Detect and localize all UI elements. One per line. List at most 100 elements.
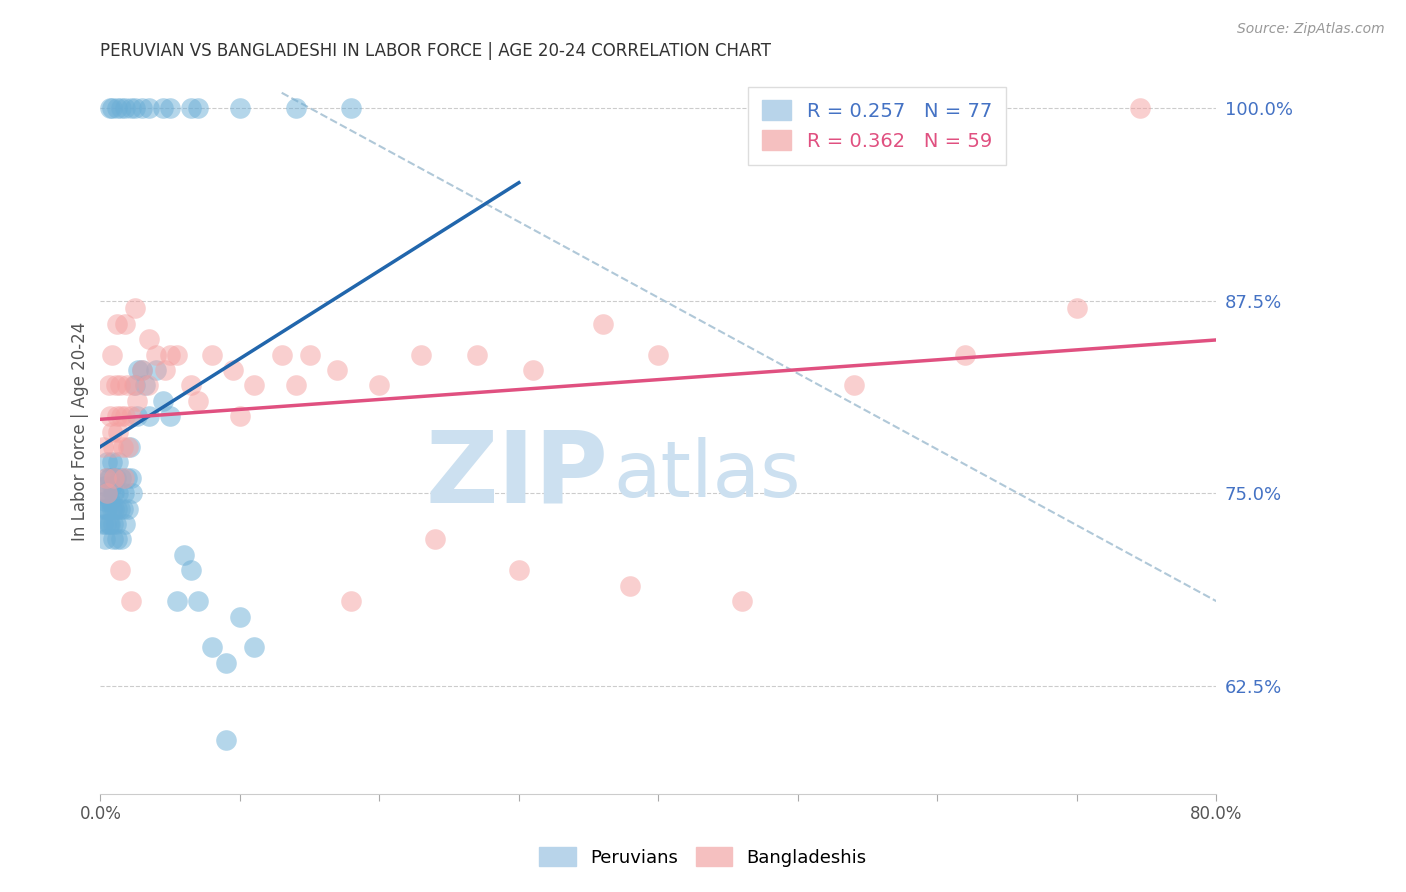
Point bbox=[187, 594, 209, 608]
Point bbox=[94, 471, 117, 485]
Point bbox=[159, 101, 181, 115]
Text: ZIP: ZIP bbox=[425, 426, 607, 524]
Point bbox=[1066, 301, 1088, 316]
Point bbox=[619, 579, 641, 593]
Point bbox=[118, 440, 141, 454]
Point bbox=[104, 517, 127, 532]
Point bbox=[284, 101, 307, 115]
Point bbox=[114, 101, 136, 115]
Point bbox=[120, 409, 142, 424]
Point bbox=[423, 533, 446, 547]
Point bbox=[103, 486, 125, 500]
Point bbox=[125, 409, 148, 424]
Point bbox=[138, 332, 160, 346]
Point bbox=[98, 101, 121, 115]
Point bbox=[136, 378, 159, 392]
Point bbox=[101, 533, 124, 547]
Point bbox=[368, 378, 391, 392]
Point bbox=[592, 317, 614, 331]
Point bbox=[124, 378, 146, 392]
Point bbox=[94, 517, 117, 532]
Point bbox=[215, 656, 238, 670]
Point bbox=[145, 363, 167, 377]
Point bbox=[107, 455, 129, 469]
Point bbox=[112, 486, 135, 500]
Point bbox=[105, 101, 128, 115]
Point bbox=[125, 393, 148, 408]
Point bbox=[411, 348, 433, 362]
Point bbox=[110, 533, 132, 547]
Point bbox=[115, 378, 138, 392]
Point bbox=[187, 393, 209, 408]
Point bbox=[115, 471, 138, 485]
Point bbox=[731, 594, 754, 608]
Point bbox=[97, 471, 120, 485]
Point bbox=[180, 378, 202, 392]
Point bbox=[153, 363, 176, 377]
Point bbox=[93, 494, 115, 508]
Point bbox=[953, 348, 976, 362]
Point bbox=[647, 348, 669, 362]
Point bbox=[108, 563, 131, 577]
Point bbox=[222, 363, 245, 377]
Point bbox=[105, 501, 128, 516]
Point bbox=[122, 378, 145, 392]
Point bbox=[98, 471, 121, 485]
Point bbox=[124, 101, 146, 115]
Point bbox=[110, 409, 132, 424]
Point bbox=[270, 348, 292, 362]
Point bbox=[138, 101, 160, 115]
Point bbox=[100, 425, 122, 439]
Point bbox=[97, 517, 120, 532]
Point bbox=[96, 455, 118, 469]
Point bbox=[1128, 101, 1150, 115]
Point bbox=[114, 517, 136, 532]
Point bbox=[91, 486, 114, 500]
Point bbox=[229, 409, 252, 424]
Point bbox=[91, 440, 114, 454]
Text: PERUVIAN VS BANGLADESHI IN LABOR FORCE | AGE 20-24 CORRELATION CHART: PERUVIAN VS BANGLADESHI IN LABOR FORCE |… bbox=[100, 42, 772, 60]
Point bbox=[104, 471, 127, 485]
Point bbox=[96, 486, 118, 500]
Point bbox=[105, 533, 128, 547]
Point bbox=[180, 101, 202, 115]
Point bbox=[159, 348, 181, 362]
Point bbox=[131, 363, 153, 377]
Point bbox=[101, 440, 124, 454]
Point bbox=[103, 471, 125, 485]
Point bbox=[111, 440, 134, 454]
Point bbox=[117, 440, 139, 454]
Point bbox=[103, 501, 125, 516]
Point bbox=[112, 471, 135, 485]
Point bbox=[100, 501, 122, 516]
Point bbox=[215, 732, 238, 747]
Point bbox=[152, 393, 174, 408]
Point bbox=[522, 363, 544, 377]
Point bbox=[173, 548, 195, 562]
Point bbox=[111, 501, 134, 516]
Point bbox=[96, 501, 118, 516]
Point bbox=[108, 501, 131, 516]
Point bbox=[104, 378, 127, 392]
Point bbox=[229, 101, 252, 115]
Point bbox=[107, 486, 129, 500]
Point bbox=[127, 363, 149, 377]
Point bbox=[120, 101, 142, 115]
Point bbox=[94, 471, 117, 485]
Point bbox=[124, 301, 146, 316]
Point bbox=[120, 594, 142, 608]
Point bbox=[93, 478, 115, 492]
Point bbox=[100, 478, 122, 492]
Point bbox=[842, 378, 865, 392]
Point bbox=[201, 640, 224, 655]
Point bbox=[180, 563, 202, 577]
Point bbox=[166, 594, 188, 608]
Point bbox=[131, 101, 153, 115]
Point bbox=[229, 609, 252, 624]
Point bbox=[96, 486, 118, 500]
Point bbox=[121, 486, 143, 500]
Point bbox=[284, 378, 307, 392]
Point bbox=[101, 517, 124, 532]
Point bbox=[187, 101, 209, 115]
Point bbox=[114, 409, 136, 424]
